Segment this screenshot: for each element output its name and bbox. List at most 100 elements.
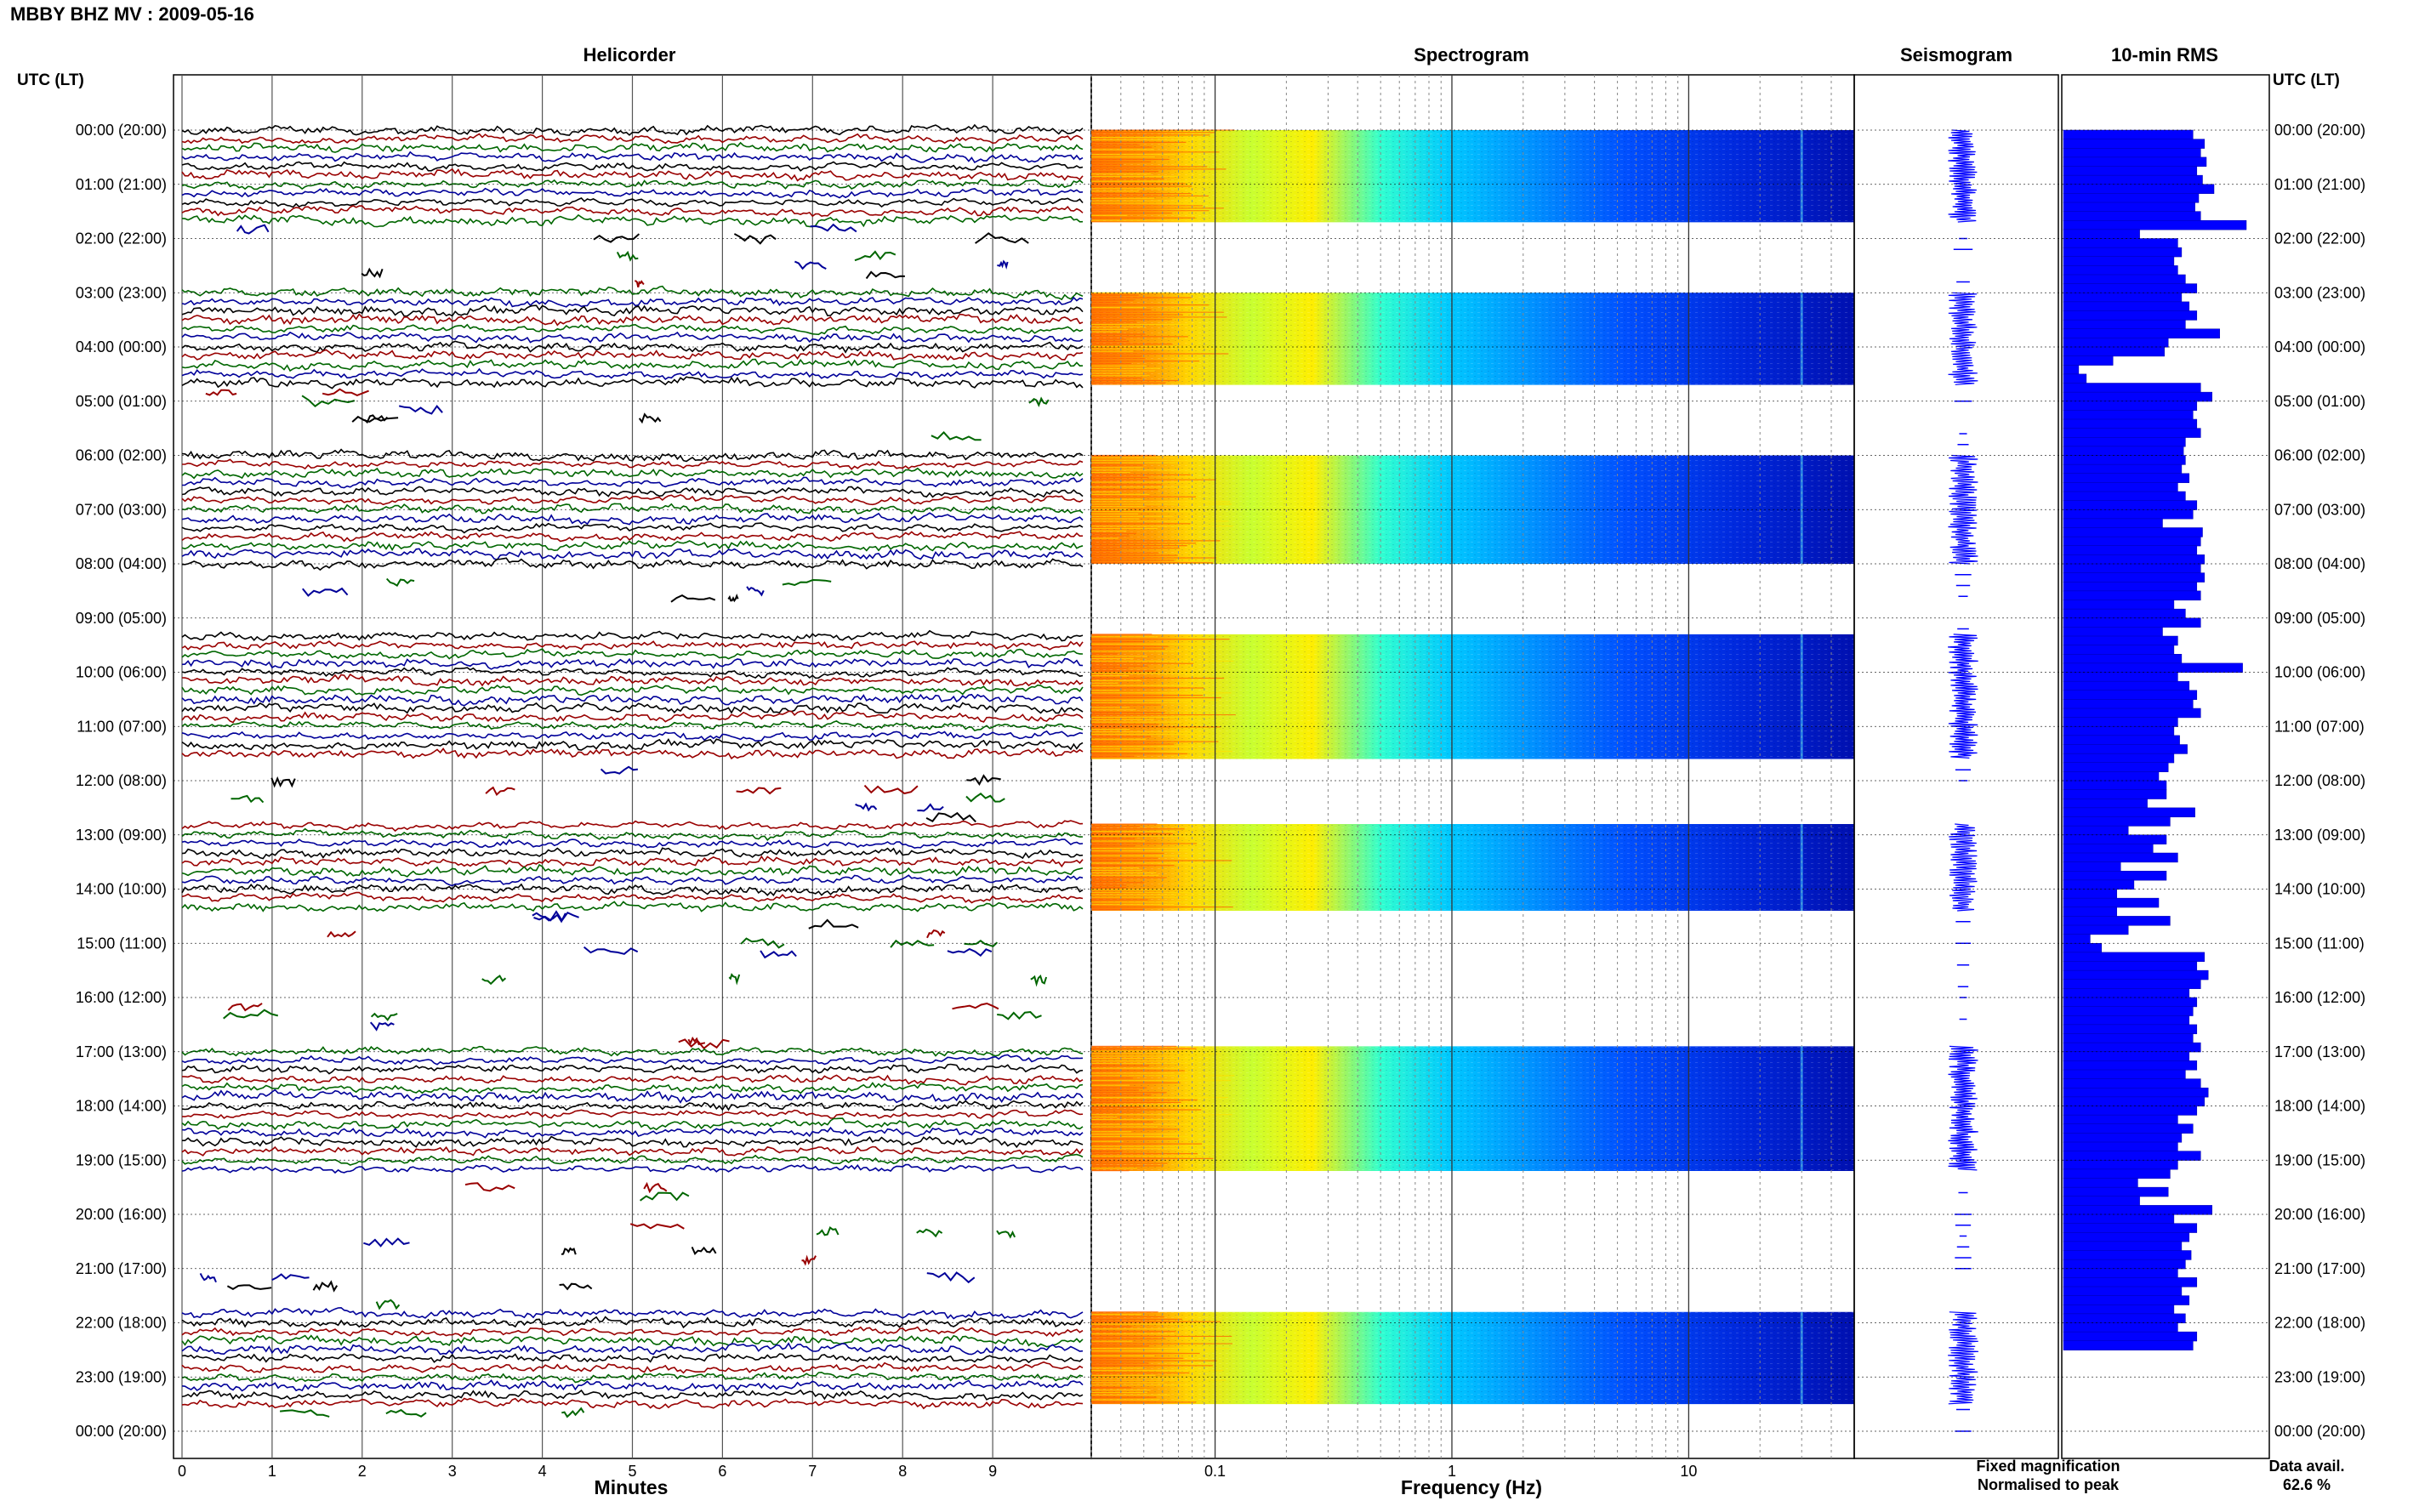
frequency-axis-label: Frequency (Hz) (1401, 1476, 1542, 1498)
rms-bar (2063, 708, 2201, 719)
helicorder-trace (181, 1361, 1084, 1374)
rms-bar (2063, 139, 2206, 149)
rms-bar (2063, 247, 2183, 258)
rms-bar (2063, 1259, 2186, 1270)
time-tick-label-left: 11:00 (07:00) (77, 718, 167, 735)
helicorder-trace (181, 702, 1084, 714)
seismogram-frame (1853, 74, 2059, 1459)
rms-bar (2063, 1051, 2190, 1061)
time-tick-label-right: 19:00 (15:00) (2274, 1151, 2365, 1168)
spectrogram-frame (1090, 74, 1855, 1459)
helicorder-trace (181, 847, 1084, 860)
minute-tick-label: 0 (178, 1463, 186, 1480)
helicorder-fragment (863, 784, 919, 795)
helicorder-trace (181, 123, 1084, 136)
spectrogram-texture (1091, 293, 1854, 385)
time-tick-label-left: 12:00 (08:00) (76, 772, 167, 789)
helicorder-fragment (312, 1280, 339, 1293)
rms-bar (2063, 1078, 2201, 1089)
helicorder-fragment (600, 765, 639, 775)
rms-bar (2063, 500, 2198, 510)
rms-bar (2063, 645, 2175, 655)
helicorder-fragment (223, 1009, 279, 1020)
helicorder-fragment (635, 280, 645, 288)
rms-bar (2063, 338, 2169, 348)
rms-bar (2063, 590, 2201, 601)
helicorder-fragment (363, 414, 389, 424)
helicorder-fragment (485, 786, 515, 797)
helicorder-fragment (533, 910, 579, 923)
rms-bar (2063, 961, 2198, 971)
helicorder-trace (182, 1135, 1084, 1149)
minute-tick-label: 3 (448, 1463, 457, 1480)
minute-tick-label: 5 (628, 1463, 636, 1480)
helicorder-trace (181, 512, 1084, 526)
rms-bar (2063, 1232, 2190, 1242)
rms-bar (2063, 771, 2160, 782)
rms-bar (2063, 310, 2198, 321)
helicorder-trace (181, 1379, 1084, 1392)
helicorder-fragment (816, 1226, 840, 1236)
rms-bar (2063, 256, 2175, 266)
spectrogram-texture (1091, 130, 1854, 223)
rms-bar (2063, 428, 2201, 438)
helicorder-trace (181, 639, 1084, 651)
helicorder-trace (181, 133, 1084, 145)
helicorder-fragment (794, 260, 827, 270)
rms-bar (2063, 328, 2220, 338)
rms-bar (2063, 202, 2195, 213)
time-tick-label-left: 14:00 (10:00) (76, 881, 167, 898)
helicorder-fragment (385, 1408, 427, 1418)
seismogram-trace (1948, 634, 1978, 759)
spectrogram-texture (1091, 1311, 1854, 1405)
rms-bar (2063, 879, 2135, 890)
helicorder-fragment (760, 950, 797, 959)
helicorder-trace (181, 323, 1084, 336)
time-tick-label-right: 22:00 (18:00) (2274, 1315, 2365, 1332)
helicorder-fragment (996, 1230, 1016, 1239)
rms-bar (2063, 1268, 2178, 1278)
time-tick-label-right: 17:00 (13:00) (2274, 1043, 2365, 1060)
rms-bar (2063, 1069, 2186, 1080)
helicorder-trace (181, 313, 1084, 327)
helicorder-trace (181, 1334, 1084, 1348)
helicorder-fragment (616, 250, 639, 262)
rms-bar (2063, 1088, 2209, 1098)
seismogram-trace (1948, 129, 1978, 223)
rms-frame (2061, 74, 2270, 1459)
helicorder-trace (181, 486, 1084, 498)
seismogram-panel (1853, 74, 2059, 1459)
rms-bar (2063, 997, 2198, 1008)
helicorder-fragment (629, 1223, 685, 1230)
helicorder-trace (181, 522, 1084, 534)
rms-bar (2063, 726, 2175, 736)
time-tick-label-right: 04:00 (00:00) (2274, 338, 2365, 355)
helicorder-fragment (583, 946, 639, 955)
rms-bar (2063, 229, 2140, 240)
spectrogram-texture (1091, 824, 1854, 911)
rms-bar (2063, 1024, 2198, 1035)
helicorder-fragment (801, 1254, 817, 1266)
helicorder-fragment (740, 937, 785, 949)
helicorder-trace (181, 883, 1084, 897)
rms-bar (2063, 690, 2198, 700)
rms-bar (2063, 373, 2087, 384)
rms-bar (2063, 799, 2148, 809)
rms-bar (2063, 825, 2129, 836)
helicorder-trace (181, 376, 1084, 389)
helicorder-fragment (638, 412, 662, 424)
rms-bar (2063, 1133, 2183, 1143)
helicorder-trace (181, 197, 1084, 208)
helicorder-trace (181, 1145, 1084, 1157)
rms-bar (2063, 410, 2194, 420)
helicorder-fragment (205, 389, 237, 396)
time-tick-label-left: 04:00 (00:00) (76, 338, 167, 355)
helicorder-trace (181, 494, 1084, 506)
rms-bar (2063, 536, 2201, 547)
helicorder-trace (181, 1126, 1084, 1139)
helicorder-trace (182, 458, 1084, 470)
seismogram-title: Seismogram (1900, 44, 2012, 65)
rms-bar (2063, 1033, 2194, 1043)
time-axis-label-right: UTC (LT) (2273, 71, 2340, 89)
helicorder-trace (181, 1371, 1084, 1384)
